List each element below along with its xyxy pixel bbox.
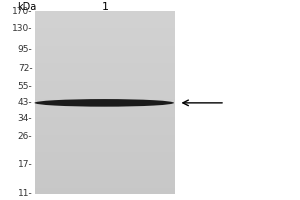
Text: 72-: 72- bbox=[18, 64, 32, 73]
Text: 11-: 11- bbox=[18, 190, 32, 198]
Text: 26-: 26- bbox=[18, 132, 32, 141]
Text: 95-: 95- bbox=[18, 45, 32, 54]
Ellipse shape bbox=[34, 99, 174, 107]
Text: 34-: 34- bbox=[18, 114, 32, 123]
Text: 17-: 17- bbox=[18, 160, 32, 169]
Text: kDa: kDa bbox=[17, 2, 37, 12]
Text: 130-: 130- bbox=[12, 24, 32, 33]
Text: 1: 1 bbox=[101, 2, 109, 12]
Text: 170-: 170- bbox=[12, 6, 32, 16]
Text: 43-: 43- bbox=[18, 98, 32, 107]
Text: 55-: 55- bbox=[18, 82, 32, 91]
